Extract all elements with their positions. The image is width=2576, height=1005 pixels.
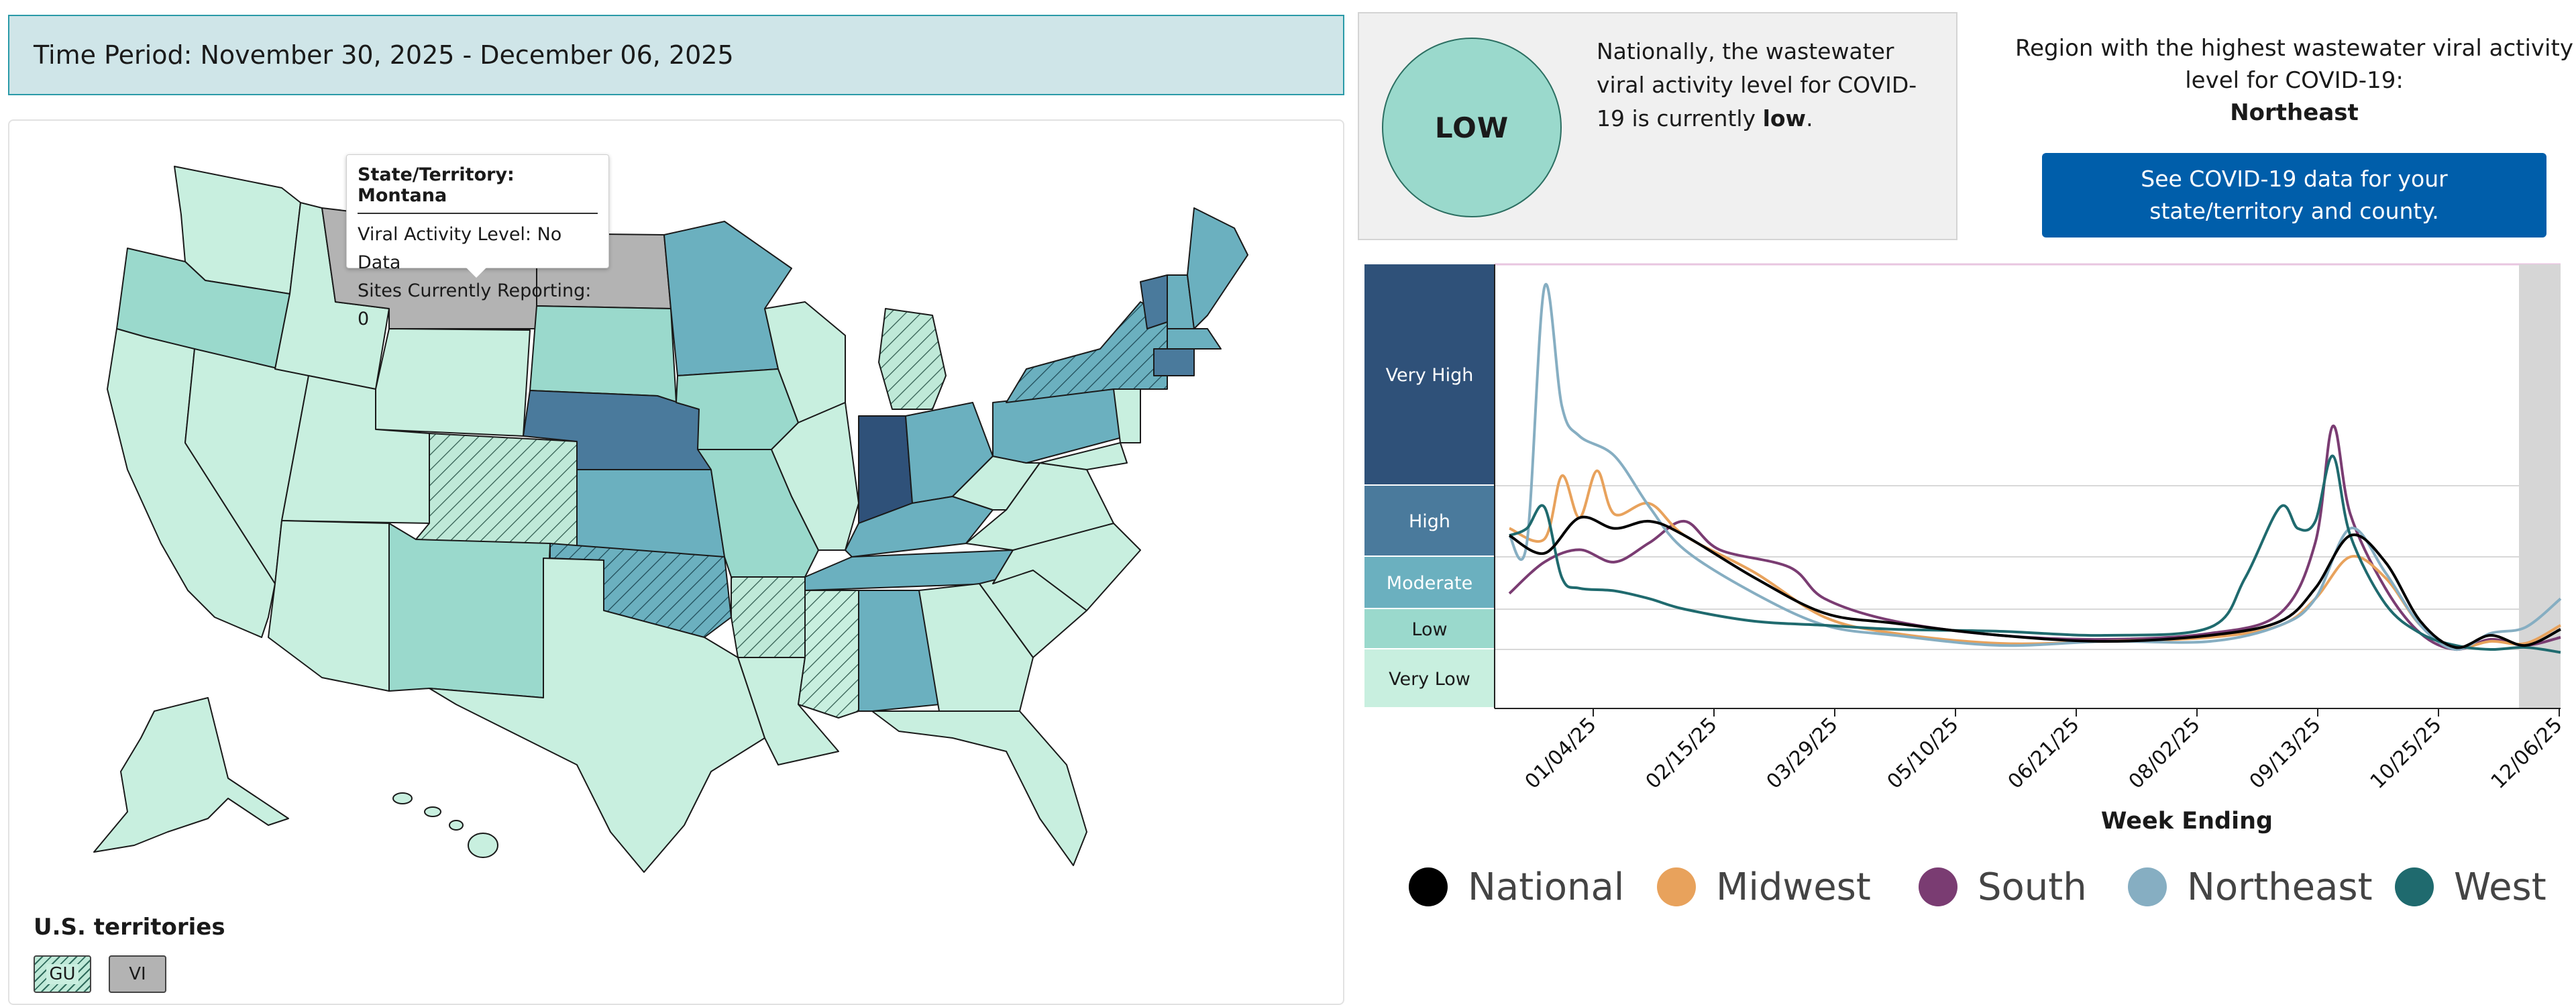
x-tick-label: 10/25/25: [2366, 713, 2447, 794]
state-mississippi[interactable]: [798, 590, 859, 719]
level-bands: Very High High Moderate Low Very Low: [1364, 264, 1495, 707]
legend-dot: [1409, 867, 1448, 906]
see-state-data-button[interactable]: See COVID-19 data for your state/territo…: [2042, 153, 2546, 237]
state-georgia[interactable]: [918, 583, 1034, 712]
level-band-low: [1364, 609, 1495, 648]
highest-region-text: Region with the highest wastewater viral…: [2015, 35, 2573, 94]
national-level-badge: LOW: [1382, 38, 1562, 217]
state-illinois[interactable]: [771, 402, 859, 551]
state-alaska[interactable]: [93, 697, 289, 853]
territory-gu[interactable]: GU: [34, 955, 91, 993]
series-line-national: [1508, 515, 2561, 649]
trend-chart: Very High High Moderate Low Very Low 01/04/2…: [1364, 263, 2567, 794]
territories-title: U.S. territories: [34, 914, 225, 941]
x-axis-title: Week Ending: [2100, 808, 2273, 835]
x-tick-label: 05/10/25: [1883, 713, 1964, 794]
level-label: High: [1409, 511, 1450, 532]
state-wyoming[interactable]: [375, 328, 531, 437]
legend-dot: [2128, 867, 2167, 906]
state-maryland[interactable]: [1039, 442, 1128, 470]
legend-dot: [1919, 867, 1957, 906]
tooltip-title: State/Territory: Montana: [358, 164, 598, 214]
legend-item-national[interactable]: National: [1409, 860, 1624, 914]
state-new-mexico[interactable]: [388, 523, 551, 698]
time-period-banner: Time Period: November 30, 2025 - Decembe…: [8, 15, 1344, 95]
series-line-northeast: [1508, 283, 2562, 651]
level-band-very-low: [1364, 649, 1495, 707]
state-florida[interactable]: [871, 710, 1087, 866]
state-hawaii[interactable]: [392, 792, 498, 858]
legend-dot: [2395, 867, 2434, 906]
legend-label: National: [1468, 865, 1625, 909]
x-tick-label: 08/02/25: [2125, 713, 2205, 794]
x-tick-label: 12/06/25: [2487, 713, 2567, 794]
state-tooltip: State/Territory: Montana Viral Activity …: [346, 154, 609, 329]
time-period-text: Time Period: November 30, 2025 - Decembe…: [34, 40, 734, 70]
tooltip-tail: [466, 267, 487, 278]
level-label: Low: [1411, 619, 1447, 640]
x-tick-label: 02/15/25: [1642, 713, 1722, 794]
level-band-high: [1364, 486, 1495, 556]
series-line-west: [1509, 454, 2561, 654]
state-arkansas[interactable]: [731, 576, 806, 658]
level-label: Very High: [1386, 365, 1474, 386]
state-arizona[interactable]: [268, 520, 390, 692]
level-label: Moderate: [1387, 573, 1472, 594]
series-line-south: [1508, 425, 2561, 651]
state-kansas[interactable]: [576, 469, 725, 558]
level-band-moderate: [1364, 557, 1495, 608]
highest-region-panel: Region with the highest wastewater viral…: [2006, 32, 2576, 129]
level-label: Very Low: [1389, 669, 1470, 690]
legend-item-midwest[interactable]: Midwest: [1657, 860, 1871, 914]
x-tick-label: 06/21/25: [2004, 713, 2084, 794]
territory-vi-label: VI: [129, 964, 146, 984]
level-gridlines: [1495, 263, 2561, 650]
level-band-very-high: [1364, 264, 1495, 484]
tooltip-sites-reporting: Sites Currently Reporting: 0: [358, 280, 592, 329]
national-text-suffix: .: [1806, 105, 1813, 131]
state-maine[interactable]: [1187, 207, 1248, 329]
highest-region-name: Northeast: [2230, 99, 2359, 126]
legend-item-west[interactable]: West: [2395, 860, 2546, 914]
state-minnesota[interactable]: [663, 221, 792, 376]
national-text-prefix: Nationally, the wastewater viral activit…: [1597, 38, 1917, 131]
legend-label: Northeast: [2187, 865, 2373, 909]
national-text-level: low: [1762, 105, 1807, 131]
series-lines: [1508, 283, 2562, 654]
x-tick-label: 03/29/25: [1762, 713, 1843, 794]
tooltip-viral-level: Viral Activity Level: No Data: [358, 224, 562, 273]
state-colorado[interactable]: [415, 433, 578, 551]
territory-gu-label: GU: [46, 964, 78, 984]
state-massachusetts[interactable]: [1167, 328, 1222, 350]
x-tick-label: 09/13/25: [2245, 713, 2326, 794]
state-new-york[interactable]: [1006, 301, 1168, 403]
state-texas[interactable]: [429, 558, 765, 873]
legend-item-south[interactable]: South: [1919, 860, 2087, 914]
territory-vi[interactable]: VI: [109, 955, 166, 993]
state-michigan[interactable]: [878, 308, 947, 410]
x-tick-label: 01/04/25: [1521, 713, 1601, 794]
legend-label: West: [2454, 865, 2546, 909]
legend-item-northeast[interactable]: Northeast: [2128, 860, 2373, 914]
state-new-jersey[interactable]: [1113, 388, 1141, 443]
legend-label: Midwest: [1716, 865, 1871, 909]
x-axis-ticks: 01/04/25 02/15/25 03/29/25 05/10/25 06/21/25…: [1521, 708, 2567, 794]
state-alabama[interactable]: [858, 590, 940, 712]
national-level-text: Nationally, the wastewater viral activit…: [1597, 35, 1932, 136]
us-map: [93, 166, 1248, 873]
chart-legend: National Midwest South Northeast West: [1409, 860, 2576, 920]
legend-dot: [1657, 867, 1696, 906]
state-connecticut[interactable]: [1153, 348, 1195, 376]
legend-label: South: [1978, 865, 2087, 909]
